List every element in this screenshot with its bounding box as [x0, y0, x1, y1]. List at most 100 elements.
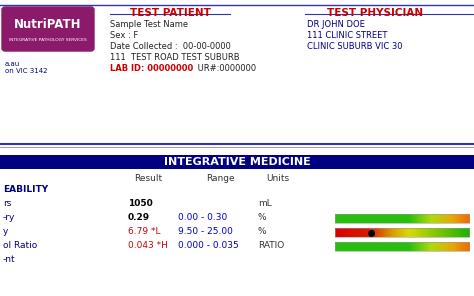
Bar: [405, 228, 406, 237]
Bar: [356, 214, 357, 223]
Bar: [423, 228, 424, 237]
Bar: [429, 242, 430, 251]
Bar: [399, 214, 401, 223]
Bar: [394, 228, 395, 237]
Bar: [462, 242, 464, 251]
Bar: [449, 228, 451, 237]
Bar: [432, 242, 433, 251]
Bar: [365, 242, 366, 251]
Bar: [375, 214, 376, 223]
Bar: [358, 214, 359, 223]
Bar: [340, 228, 341, 237]
Bar: [390, 242, 391, 251]
Bar: [401, 228, 402, 237]
Bar: [443, 228, 444, 237]
Bar: [441, 228, 442, 237]
Bar: [409, 214, 410, 223]
Bar: [368, 214, 369, 223]
Bar: [458, 228, 459, 237]
Bar: [384, 214, 385, 223]
Bar: [373, 214, 374, 223]
Bar: [428, 214, 429, 223]
Bar: [375, 242, 376, 251]
Bar: [376, 242, 378, 251]
Bar: [460, 242, 462, 251]
Bar: [396, 214, 397, 223]
Bar: [444, 214, 445, 223]
Bar: [353, 228, 354, 237]
Bar: [430, 242, 431, 251]
Bar: [429, 228, 431, 237]
Text: UR#:0000000: UR#:0000000: [195, 64, 256, 73]
Bar: [408, 228, 409, 237]
Bar: [447, 242, 448, 251]
Bar: [413, 214, 415, 223]
Bar: [452, 214, 453, 223]
Bar: [465, 214, 467, 223]
Bar: [371, 228, 372, 237]
Bar: [448, 228, 449, 237]
Bar: [354, 242, 355, 251]
Bar: [409, 228, 410, 237]
Bar: [419, 214, 420, 223]
Bar: [355, 214, 356, 223]
Bar: [457, 214, 458, 223]
Bar: [436, 228, 437, 237]
Bar: [374, 214, 375, 223]
Bar: [345, 214, 346, 223]
Bar: [434, 228, 435, 237]
Bar: [379, 242, 380, 251]
Bar: [388, 242, 389, 251]
Bar: [438, 242, 439, 251]
Bar: [375, 228, 376, 237]
Bar: [352, 242, 353, 251]
Bar: [366, 214, 367, 223]
Bar: [363, 228, 364, 237]
Bar: [429, 228, 430, 237]
Bar: [346, 242, 347, 251]
Bar: [403, 242, 404, 251]
Bar: [444, 242, 445, 251]
Bar: [439, 214, 440, 223]
Bar: [363, 228, 365, 237]
Bar: [450, 214, 451, 223]
Bar: [436, 242, 438, 251]
Text: TEST PHYSICIAN: TEST PHYSICIAN: [327, 8, 423, 18]
Bar: [397, 214, 398, 223]
Bar: [373, 242, 374, 251]
Bar: [418, 214, 419, 223]
Bar: [405, 214, 407, 223]
Bar: [374, 228, 375, 237]
Bar: [414, 228, 415, 237]
Bar: [360, 228, 362, 237]
Bar: [433, 214, 434, 223]
Bar: [393, 242, 394, 251]
Bar: [407, 242, 409, 251]
Bar: [363, 214, 364, 223]
Bar: [342, 214, 343, 223]
Bar: [371, 242, 373, 251]
Bar: [343, 228, 344, 237]
Bar: [433, 228, 434, 237]
Bar: [358, 228, 359, 237]
Bar: [427, 214, 428, 223]
Bar: [456, 242, 457, 251]
Bar: [418, 214, 419, 223]
Bar: [434, 214, 435, 223]
Bar: [402, 242, 403, 251]
Bar: [410, 228, 412, 237]
Bar: [395, 242, 396, 251]
Bar: [439, 228, 440, 237]
Bar: [344, 214, 345, 223]
Bar: [439, 242, 441, 251]
Bar: [452, 214, 454, 223]
Bar: [348, 242, 349, 251]
Bar: [415, 242, 417, 251]
Bar: [401, 242, 402, 251]
Bar: [410, 242, 411, 251]
Bar: [399, 242, 400, 251]
Bar: [439, 228, 441, 237]
Bar: [453, 228, 454, 237]
Bar: [422, 214, 423, 223]
Bar: [379, 214, 380, 223]
